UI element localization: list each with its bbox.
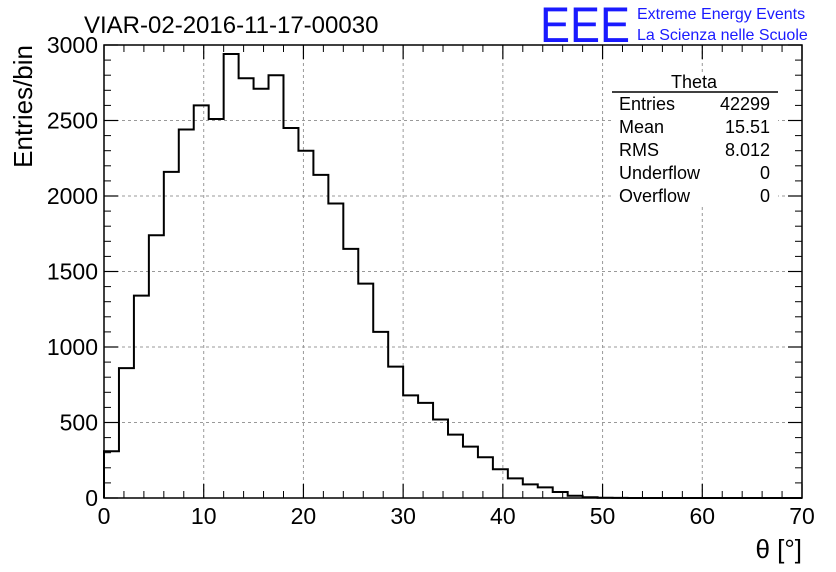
x-tick-label: 20 (291, 503, 317, 529)
plot-frame (103, 44, 803, 499)
logo-line-2: La Scienza nelle Scuole (637, 27, 808, 44)
stats-label: Entries (619, 94, 675, 114)
stats-box: Theta Entries 42299 Mean 15.51 RMS 8.012 Under… (612, 72, 778, 206)
x-tick-label: 50 (590, 503, 616, 529)
stats-value: 8.012 (725, 140, 770, 160)
stats-value: 42299 (720, 94, 770, 114)
x-tick-label: 70 (789, 503, 815, 529)
stats-label: Underflow (619, 163, 701, 183)
y-tick-label: 2000 (47, 183, 98, 209)
x-tick-label: 30 (390, 503, 416, 529)
stats-label: Mean (619, 117, 664, 137)
x-tick-label: 0 (98, 503, 111, 529)
x-tick-label: 40 (490, 503, 516, 529)
stats-value: 0 (760, 163, 770, 183)
eee-logo: EEE (540, 0, 630, 53)
axis-ticks (103, 44, 803, 499)
stats-value: 0 (760, 186, 770, 206)
x-tick-labels: 0 10 20 30 40 50 60 70 (98, 503, 815, 529)
y-axis-label: Entries/bin (8, 45, 38, 168)
y-tick-labels: 0 500 1000 1500 2000 2500 3000 (47, 32, 98, 511)
y-tick-label: 0 (85, 485, 98, 511)
y-tick-label: 500 (60, 410, 98, 436)
x-axis-label: θ [°] (755, 534, 802, 564)
stats-title: Theta (671, 72, 718, 92)
x-tick-label: 60 (689, 503, 715, 529)
y-tick-label: 2500 (47, 108, 98, 134)
x-tick-label: 10 (191, 503, 217, 529)
plot-title: VIAR-02-2016-11-17-00030 (84, 12, 378, 39)
stats-label: Overflow (619, 186, 691, 206)
stats-label: RMS (619, 140, 659, 160)
y-tick-label: 1000 (47, 334, 98, 360)
stats-value: 15.51 (725, 117, 770, 137)
logo-line-1: Extreme Energy Events (637, 6, 805, 23)
y-tick-label: 3000 (47, 32, 98, 58)
y-tick-label: 1500 (47, 259, 98, 285)
